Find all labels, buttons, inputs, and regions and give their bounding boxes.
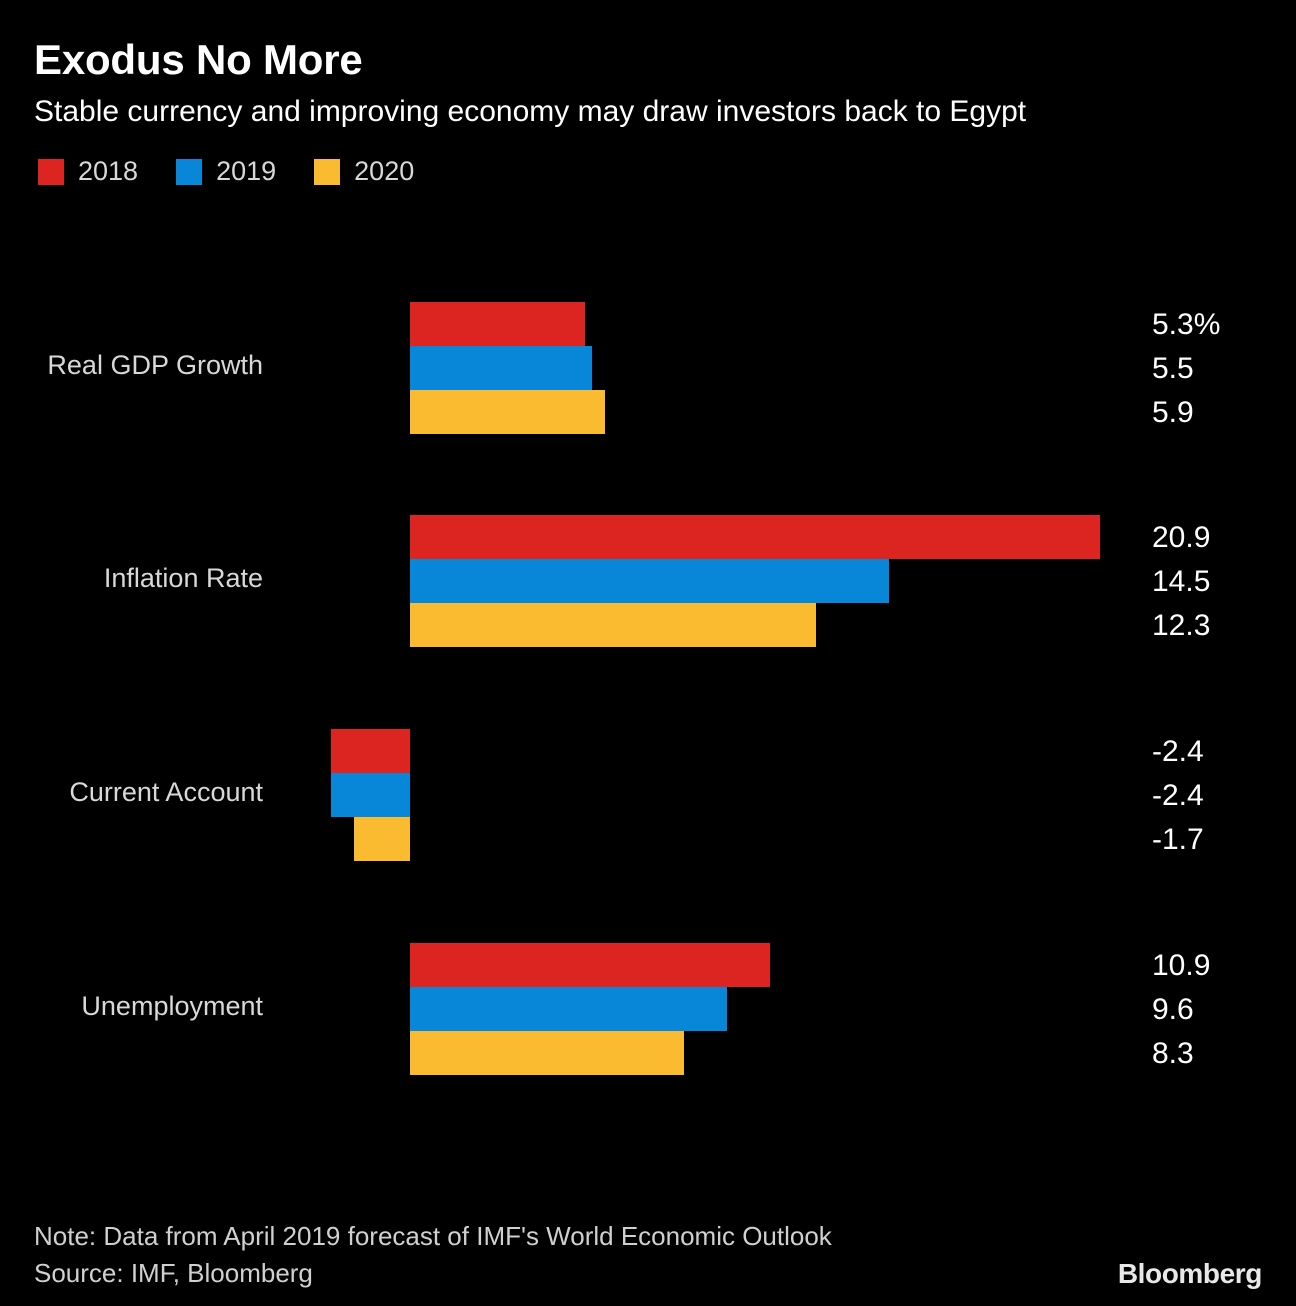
bar-2019[interactable] <box>410 559 889 603</box>
chart-legend: 2018 2019 2020 <box>38 156 452 187</box>
footer-note: Note: Data from April 2019 forecast of I… <box>34 1221 832 1251</box>
legend-label: 2020 <box>354 156 415 186</box>
bar-value-label: -1.7 <box>1152 823 1204 856</box>
category-label: Current Account <box>69 777 263 807</box>
legend-swatch-2020-icon <box>314 158 341 185</box>
bar-2018[interactable] <box>410 943 770 987</box>
bar-value-label: 10.9 <box>1152 949 1211 982</box>
legend-item-2019[interactable]: 2019 <box>176 156 276 187</box>
legend-item-2020[interactable]: 2020 <box>314 156 414 187</box>
category-label: Inflation Rate <box>103 563 263 593</box>
bar-2020[interactable] <box>410 390 605 434</box>
footer-notes: Note: Data from April 2019 forecast of I… <box>34 1218 832 1292</box>
legend-label: 2019 <box>216 156 277 186</box>
legend-swatch-2018-icon <box>38 158 64 185</box>
bar-2018[interactable] <box>410 302 585 346</box>
bar-value-label: 5.5 <box>1152 352 1194 385</box>
bar-2019[interactable] <box>410 987 727 1031</box>
bar-value-label: 5.9 <box>1152 396 1194 429</box>
bar-value-label: 12.3 <box>1152 609 1211 642</box>
footer-source: Source: IMF, Bloomberg <box>34 1257 313 1288</box>
bar-value-label: -2.4 <box>1152 735 1204 768</box>
legend-label: 2018 <box>78 156 139 186</box>
legend-swatch-2019-icon <box>176 158 203 185</box>
bar-value-label: 5.3% <box>1152 308 1221 341</box>
category-label: Unemployment <box>81 991 263 1021</box>
bar-2020[interactable] <box>410 603 816 647</box>
bar-value-label: 9.6 <box>1152 993 1194 1026</box>
bar-2019[interactable] <box>410 346 592 390</box>
bar-2020[interactable] <box>410 1031 684 1075</box>
bar-value-label: -2.4 <box>1152 779 1204 812</box>
bar-2019[interactable] <box>330 773 410 817</box>
bar-2018[interactable] <box>330 729 410 773</box>
bar-value-label: 8.3 <box>1152 1037 1194 1070</box>
category-label: Real GDP Growth <box>47 350 263 380</box>
bloomberg-logo: Bloomberg <box>1117 1258 1263 1289</box>
legend-item-2018[interactable]: 2018 <box>38 156 138 187</box>
page-subtitle: Stable currency and improving economy ma… <box>34 95 1027 128</box>
bar-2018[interactable] <box>410 515 1100 559</box>
bar-value-label: 14.5 <box>1152 565 1211 598</box>
page-title: Exodus No More <box>34 36 363 83</box>
bar-2020[interactable] <box>353 817 410 861</box>
bar-value-label: 20.9 <box>1152 521 1211 554</box>
